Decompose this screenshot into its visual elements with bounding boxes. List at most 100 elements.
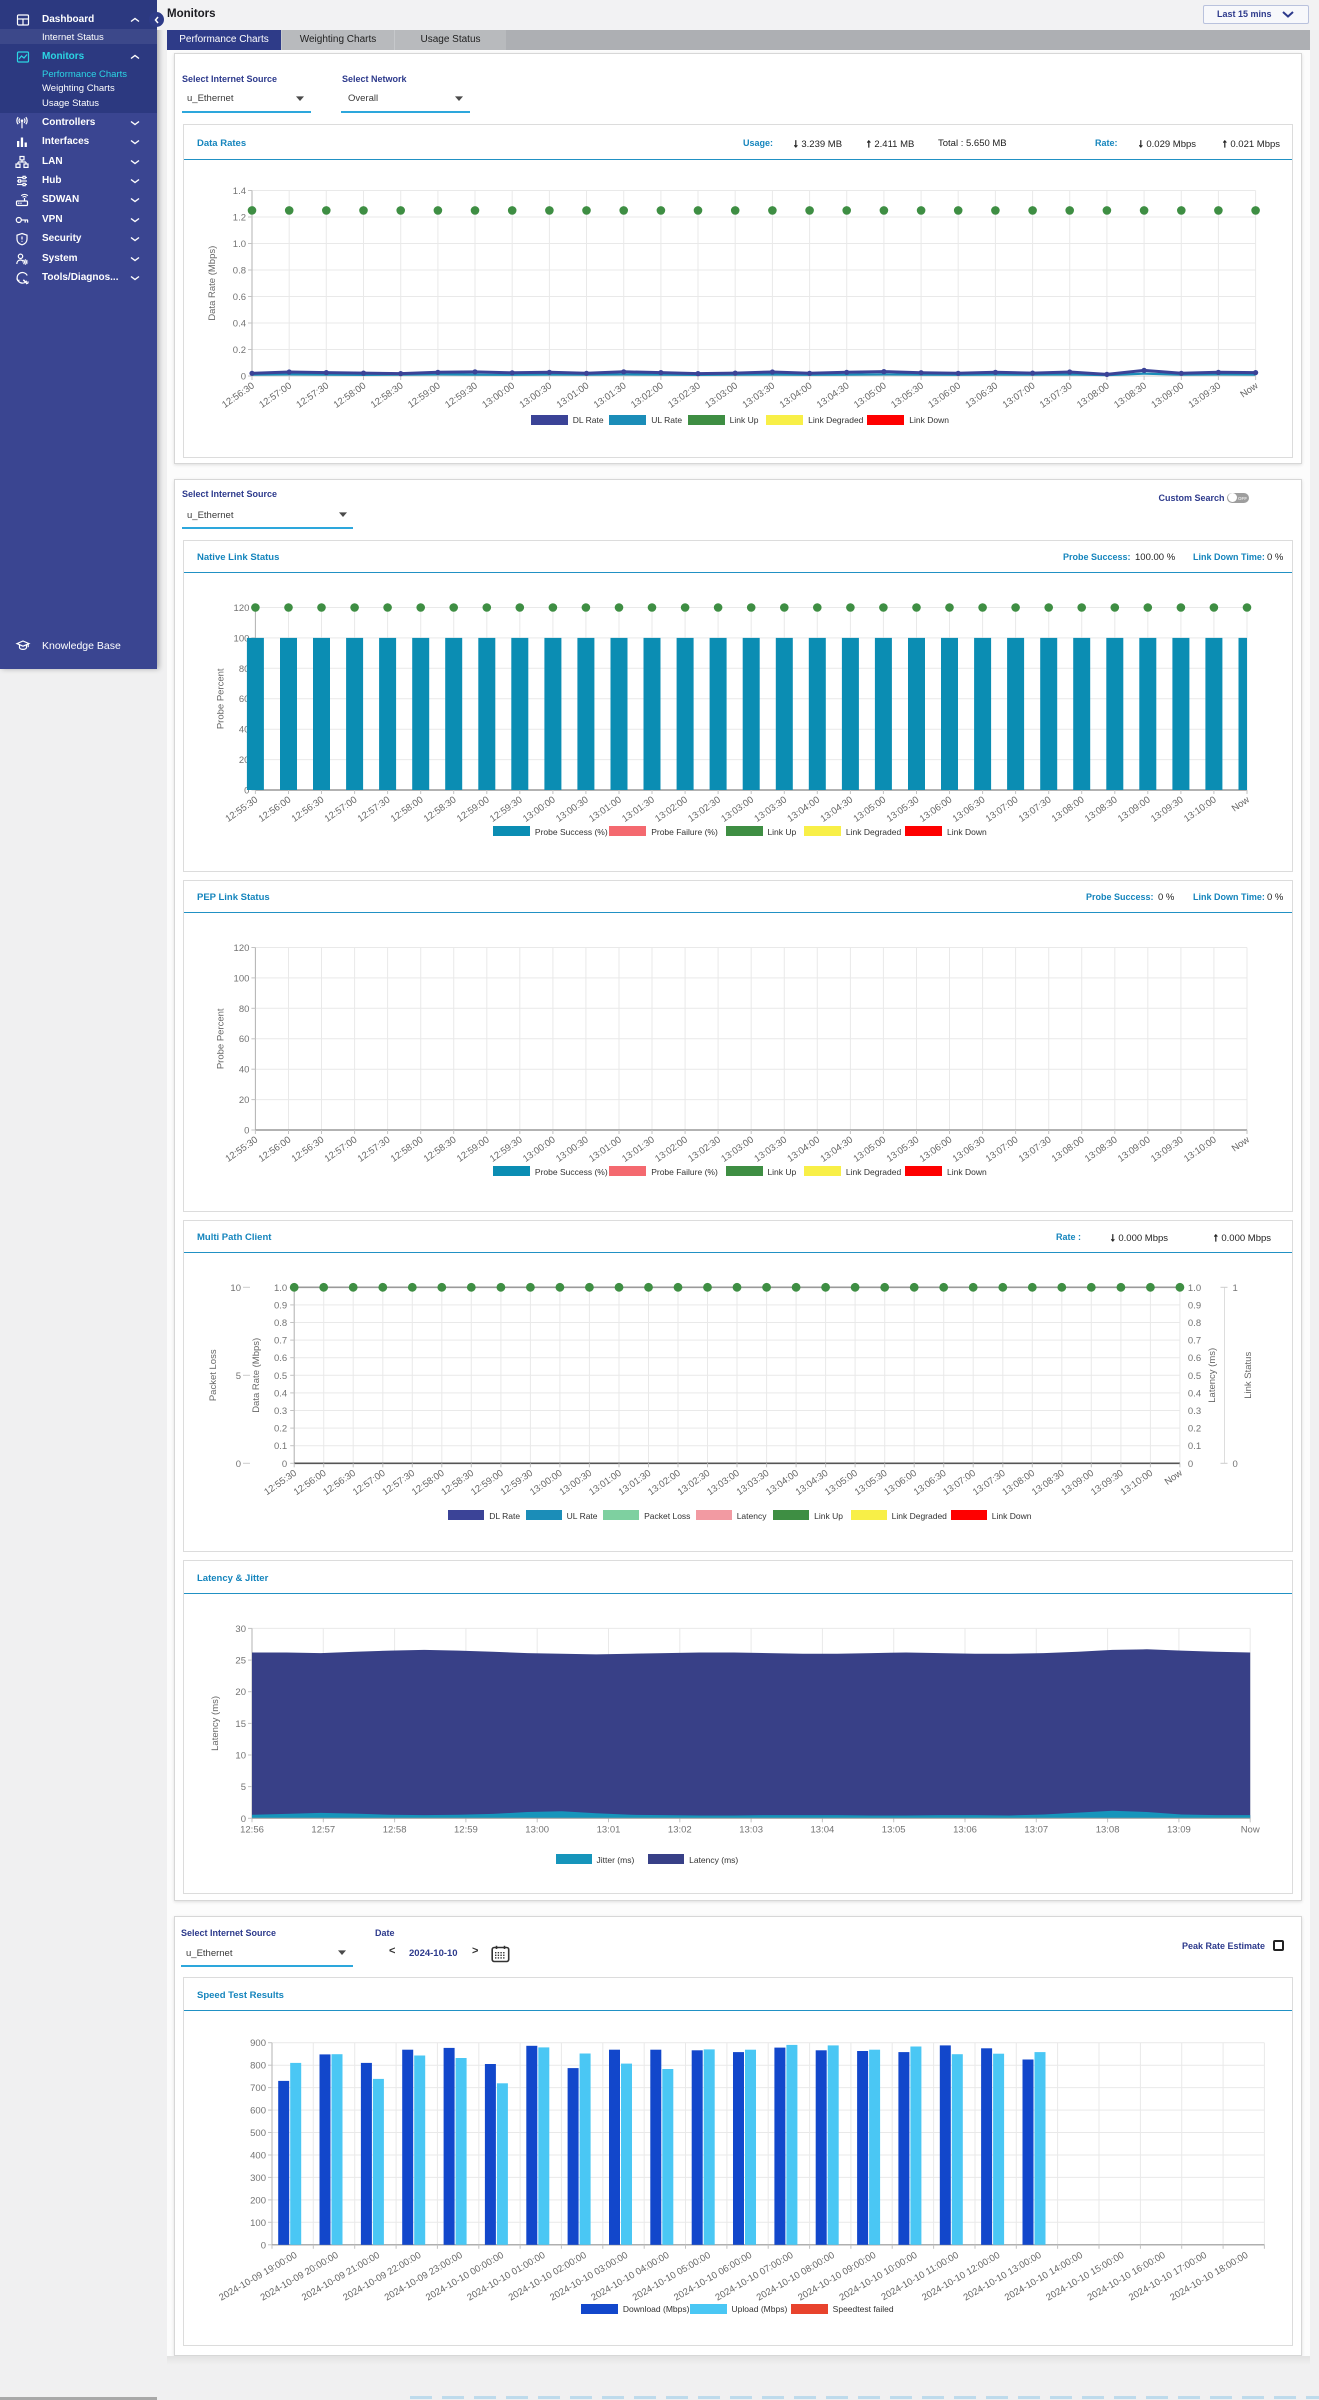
svg-text:20: 20 xyxy=(239,1095,250,1106)
svg-text:13:09: 13:09 xyxy=(1167,1824,1191,1835)
svg-text:20: 20 xyxy=(235,1687,246,1698)
svg-text:40: 40 xyxy=(239,725,250,736)
svg-text:Now: Now xyxy=(1230,794,1252,814)
svg-text:100: 100 xyxy=(234,973,250,984)
svg-text:0.9: 0.9 xyxy=(1188,1300,1201,1311)
svg-text:12:57:30: 12:57:30 xyxy=(356,794,393,824)
svg-text:10: 10 xyxy=(235,1751,246,1762)
svg-text:13:08:00: 13:08:00 xyxy=(1050,1134,1087,1164)
svg-text:13:06:30: 13:06:30 xyxy=(964,380,1001,410)
svg-text:12:59:00: 12:59:00 xyxy=(406,380,443,410)
svg-text:12:56:30: 12:56:30 xyxy=(290,1134,327,1164)
svg-text:12:57:30: 12:57:30 xyxy=(380,1468,417,1498)
svg-text:800: 800 xyxy=(250,2061,266,2072)
svg-text:13:06:00: 13:06:00 xyxy=(882,1468,919,1498)
svg-text:13:03:00: 13:03:00 xyxy=(719,1134,756,1164)
svg-text:5: 5 xyxy=(236,1371,241,1382)
svg-text:120: 120 xyxy=(234,943,250,954)
svg-text:0.3: 0.3 xyxy=(1188,1406,1201,1417)
svg-text:0.2: 0.2 xyxy=(1188,1424,1201,1435)
svg-text:1.0: 1.0 xyxy=(1188,1283,1201,1294)
svg-text:0.2: 0.2 xyxy=(274,1424,287,1435)
svg-text:13:06: 13:06 xyxy=(953,1824,977,1835)
svg-text:Now: Now xyxy=(1241,1824,1260,1835)
svg-text:12:57:00: 12:57:00 xyxy=(257,380,294,410)
svg-text:12:59:30: 12:59:30 xyxy=(488,794,525,824)
svg-text:25: 25 xyxy=(235,1656,246,1667)
svg-text:13:03:30: 13:03:30 xyxy=(741,380,778,410)
svg-text:1.0: 1.0 xyxy=(274,1283,287,1294)
svg-text:13:01:00: 13:01:00 xyxy=(555,380,592,410)
svg-text:12:58:30: 12:58:30 xyxy=(422,1134,459,1164)
svg-text:120: 120 xyxy=(234,603,250,614)
svg-text:12:55:30: 12:55:30 xyxy=(224,794,261,824)
svg-text:700: 700 xyxy=(250,2083,266,2094)
svg-text:15: 15 xyxy=(235,1719,246,1730)
svg-text:12:59:00: 12:59:00 xyxy=(455,1134,492,1164)
svg-text:13:02:00: 13:02:00 xyxy=(646,1468,683,1498)
svg-text:12:56:00: 12:56:00 xyxy=(257,794,294,824)
svg-text:60: 60 xyxy=(239,694,250,705)
svg-text:12:58:00: 12:58:00 xyxy=(410,1468,447,1498)
svg-text:13:07:30: 13:07:30 xyxy=(1017,1134,1054,1164)
svg-text:13:09:00: 13:09:00 xyxy=(1116,1134,1153,1164)
svg-text:Data Rate (Mbps): Data Rate (Mbps) xyxy=(251,1338,262,1413)
svg-text:13:09:00: 13:09:00 xyxy=(1059,1468,1096,1498)
svg-text:10: 10 xyxy=(230,1283,241,1294)
svg-text:13:02:30: 13:02:30 xyxy=(666,380,703,410)
svg-text:0: 0 xyxy=(282,1459,287,1470)
svg-text:12:56:00: 12:56:00 xyxy=(292,1468,329,1498)
svg-text:13:02:30: 13:02:30 xyxy=(686,794,723,824)
svg-text:13:01:00: 13:01:00 xyxy=(587,794,624,824)
svg-text:0.1: 0.1 xyxy=(274,1441,287,1452)
svg-text:0.6: 0.6 xyxy=(233,292,246,303)
svg-text:0.8: 0.8 xyxy=(274,1318,287,1329)
svg-text:12:58:00: 12:58:00 xyxy=(389,1134,426,1164)
svg-text:12:56:30: 12:56:30 xyxy=(321,1468,358,1498)
svg-text:12:59:30: 12:59:30 xyxy=(499,1468,536,1498)
svg-text:80: 80 xyxy=(239,1004,250,1015)
svg-text:13:03:00: 13:03:00 xyxy=(703,380,740,410)
svg-text:13:00: 13:00 xyxy=(525,1824,549,1835)
svg-text:12:59:00: 12:59:00 xyxy=(469,1468,506,1498)
svg-text:2024-10-10 18:00:00: 2024-10-10 18:00:00 xyxy=(1168,2250,1250,2304)
svg-text:0.8: 0.8 xyxy=(1188,1318,1201,1329)
svg-text:13:01: 13:01 xyxy=(597,1824,621,1835)
svg-text:13:04:30: 13:04:30 xyxy=(819,1134,856,1164)
svg-text:13:03:30: 13:03:30 xyxy=(752,794,789,824)
svg-text:13:09:00: 13:09:00 xyxy=(1116,794,1153,824)
svg-text:13:08:30: 13:08:30 xyxy=(1112,380,1149,410)
svg-text:0.7: 0.7 xyxy=(1188,1336,1201,1347)
svg-text:Now: Now xyxy=(1230,1134,1252,1154)
svg-text:13:07:30: 13:07:30 xyxy=(1017,794,1054,824)
svg-text:13:05:00: 13:05:00 xyxy=(852,794,889,824)
svg-text:13:06:30: 13:06:30 xyxy=(951,794,988,824)
svg-text:Latency (ms): Latency (ms) xyxy=(210,1696,221,1751)
svg-text:12:59:00: 12:59:00 xyxy=(455,794,492,824)
svg-text:12:59:30: 12:59:30 xyxy=(443,380,480,410)
svg-text:13:10:00: 13:10:00 xyxy=(1119,1468,1156,1498)
svg-text:13:03:00: 13:03:00 xyxy=(719,794,756,824)
svg-text:12:56:30: 12:56:30 xyxy=(220,380,257,410)
svg-text:13:05: 13:05 xyxy=(882,1824,906,1835)
svg-text:0.5: 0.5 xyxy=(274,1371,287,1382)
svg-text:12:58:00: 12:58:00 xyxy=(389,794,426,824)
svg-text:13:07:30: 13:07:30 xyxy=(971,1468,1008,1498)
svg-text:12:55:30: 12:55:30 xyxy=(262,1468,299,1498)
svg-text:13:08: 13:08 xyxy=(1096,1824,1120,1835)
svg-text:0: 0 xyxy=(244,786,249,797)
svg-text:80: 80 xyxy=(239,664,250,675)
svg-text:1.2: 1.2 xyxy=(233,213,246,224)
svg-text:13:00:00: 13:00:00 xyxy=(521,794,558,824)
svg-text:13:01:30: 13:01:30 xyxy=(620,794,657,824)
svg-text:0.4: 0.4 xyxy=(1188,1388,1201,1399)
svg-text:40: 40 xyxy=(239,1065,250,1076)
svg-text:400: 400 xyxy=(250,2151,266,2162)
svg-text:100: 100 xyxy=(250,2218,266,2229)
svg-text:0.6: 0.6 xyxy=(274,1353,287,1364)
svg-text:0: 0 xyxy=(261,2240,266,2251)
svg-text:Now: Now xyxy=(1238,380,1260,400)
svg-text:13:04:00: 13:04:00 xyxy=(778,380,815,410)
svg-text:20: 20 xyxy=(239,755,250,766)
svg-text:13:07:00: 13:07:00 xyxy=(1001,380,1038,410)
